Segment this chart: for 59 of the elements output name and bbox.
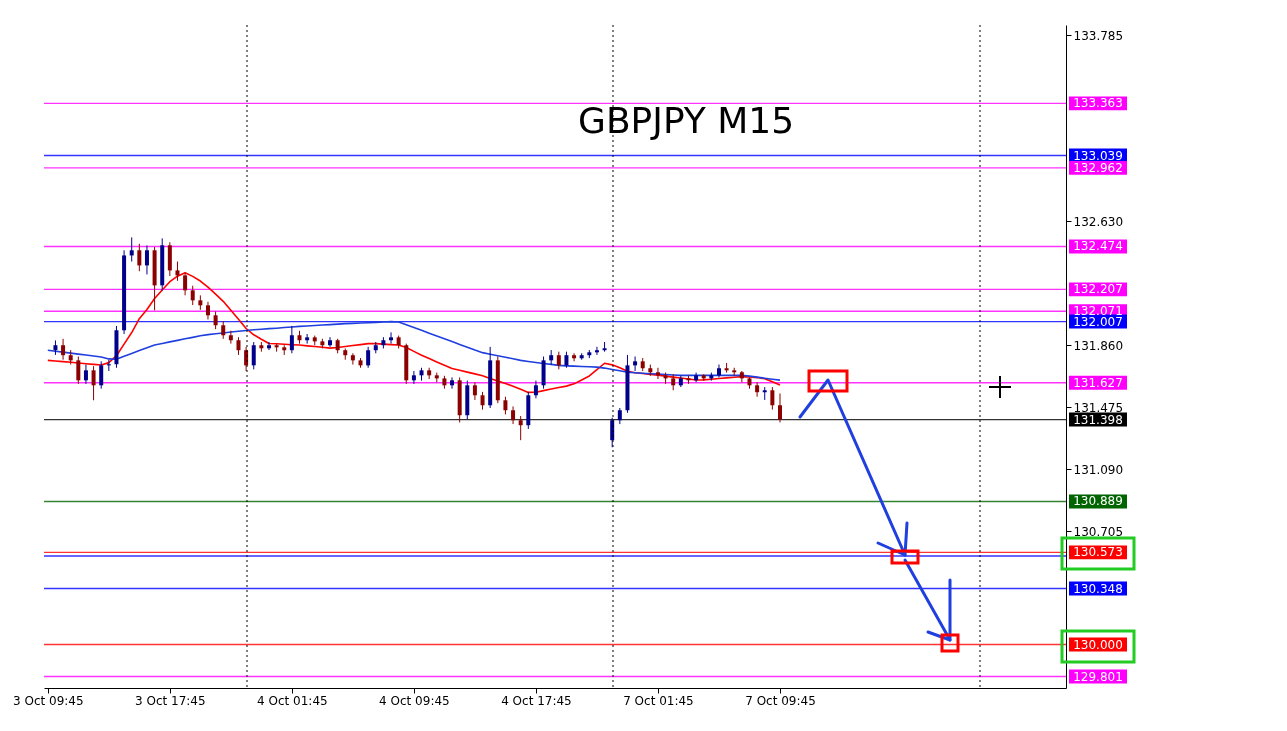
ref-line-label: 130.348 bbox=[1073, 581, 1123, 596]
ref-line-label: 132.007 bbox=[1073, 314, 1123, 329]
candlestick bbox=[411, 370, 416, 385]
x-tick-label: 3 Oct 17:45 bbox=[135, 693, 206, 708]
ref-line-label: 129.801 bbox=[1073, 669, 1123, 684]
y-tick-label: 130.705 bbox=[1073, 524, 1124, 539]
candlestick bbox=[366, 346, 371, 369]
candlestick bbox=[777, 393, 782, 423]
ref-line-label: 133.363 bbox=[1073, 96, 1123, 111]
y-tick-label: 132.630 bbox=[1073, 214, 1124, 229]
candlestick bbox=[91, 365, 96, 401]
y-tick-label: 131.860 bbox=[1073, 338, 1124, 353]
x-tick-label: 4 Oct 17:45 bbox=[501, 693, 572, 708]
candlestick bbox=[183, 272, 188, 296]
candlestick bbox=[755, 381, 760, 398]
candlestick bbox=[190, 285, 195, 306]
candlestick bbox=[76, 356, 81, 385]
candlestick bbox=[175, 261, 180, 282]
candlestick bbox=[137, 243, 142, 272]
candlestick bbox=[389, 331, 394, 345]
candlestick bbox=[251, 341, 256, 370]
candlestick bbox=[289, 325, 294, 354]
candlestick bbox=[99, 360, 104, 390]
candlestick bbox=[129, 236, 134, 263]
candlestick bbox=[328, 336, 333, 348]
y-tick-label: 133.785 bbox=[1073, 28, 1124, 43]
candlestick bbox=[228, 330, 233, 345]
candlestick bbox=[739, 370, 744, 383]
candlestick bbox=[61, 338, 66, 361]
text: GBPJPY M15 bbox=[578, 100, 795, 141]
ref-line-label: 132.207 bbox=[1073, 282, 1123, 297]
candlestick bbox=[655, 367, 660, 380]
ref-line-label: 130.889 bbox=[1073, 494, 1123, 509]
x-tick-label: 4 Oct 09:45 bbox=[379, 693, 450, 708]
candlestick bbox=[633, 356, 638, 372]
candlestick bbox=[350, 352, 355, 366]
candlestick bbox=[144, 244, 149, 275]
candlestick bbox=[572, 352, 577, 362]
x-tick-label: 7 Oct 01:45 bbox=[623, 693, 694, 708]
ref-line-label: 130.000 bbox=[1073, 637, 1123, 652]
ref-line-label: 130.573 bbox=[1073, 545, 1123, 560]
candlestick bbox=[83, 364, 88, 385]
candlestick bbox=[305, 333, 310, 345]
candlestick bbox=[770, 386, 775, 411]
line-series bbox=[47, 271, 781, 394]
y-tick-label: 131.090 bbox=[1073, 462, 1124, 477]
ref-line-label: 133.039 bbox=[1073, 148, 1123, 163]
candlestick bbox=[594, 346, 599, 356]
candlestick bbox=[266, 341, 271, 351]
ref-line-label: 132.474 bbox=[1073, 239, 1123, 254]
candlestick bbox=[518, 415, 523, 441]
ref-line-label: 131.627 bbox=[1073, 375, 1123, 390]
ref-line-label: 131.398 bbox=[1073, 412, 1123, 427]
x-tick-label: 7 Oct 09:45 bbox=[745, 693, 816, 708]
ref-line-label: 132.962 bbox=[1073, 160, 1123, 175]
x-tick-label: 3 Oct 09:45 bbox=[13, 693, 84, 708]
y-tick-label: 131.475 bbox=[1073, 400, 1124, 415]
candlestick bbox=[450, 376, 455, 390]
x-tick-label: 4 Oct 01:45 bbox=[257, 693, 328, 708]
